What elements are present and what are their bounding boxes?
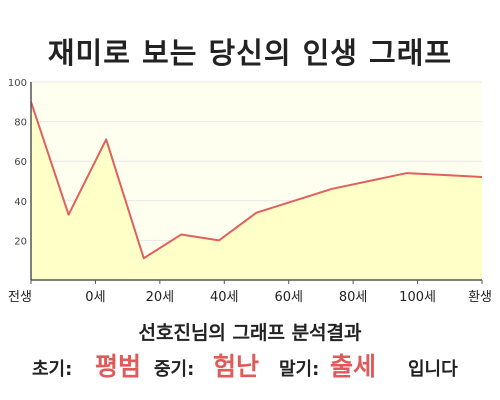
life-area-fill	[31, 101, 482, 280]
late-value: 출세	[330, 352, 377, 381]
late-label: 말기:	[279, 359, 320, 380]
early-label: 초기:	[32, 359, 73, 380]
x-tick-label: 전생	[8, 290, 32, 305]
y-tick-label: 80	[14, 118, 27, 129]
y-axis-ticks: 20 40 60 80 100	[8, 78, 27, 247]
x-tick-label: 0세	[85, 290, 105, 305]
analysis-result: 초기: 평범 중기: 험난 말기: 출세 입니다	[0, 343, 500, 383]
x-tick-label: 환생	[468, 290, 492, 305]
x-tick-label: 60세	[274, 290, 303, 305]
page-title: 재미로 보는 당신의 인생 그래프	[47, 36, 453, 70]
early-value: 평범	[95, 352, 142, 381]
mid-label: 중기:	[154, 359, 195, 380]
x-tick-label: 20세	[146, 290, 175, 305]
x-tick-label: 80세	[339, 290, 368, 305]
analysis-subtitle: 선호진님의 그래프 분석결과	[138, 322, 362, 344]
x-tick-label: 40세	[210, 290, 239, 305]
result-ending: 입니다	[408, 359, 458, 380]
y-tick-label: 60	[14, 157, 27, 168]
life-graph-chart: 20 40 60 80 100 전생 0세 20세 40세 60세 80세 100세 환생	[8, 78, 492, 305]
mid-value: 험난	[213, 352, 260, 381]
x-axis-ticks: 전생 0세 20세 40세 60세 80세 100세 환생	[8, 280, 492, 305]
y-tick-label: 40	[14, 197, 27, 208]
y-tick-label: 100	[8, 78, 27, 89]
y-tick-label: 20	[14, 236, 27, 247]
x-tick-label: 100세	[399, 290, 436, 305]
life-line	[30, 101, 483, 260]
